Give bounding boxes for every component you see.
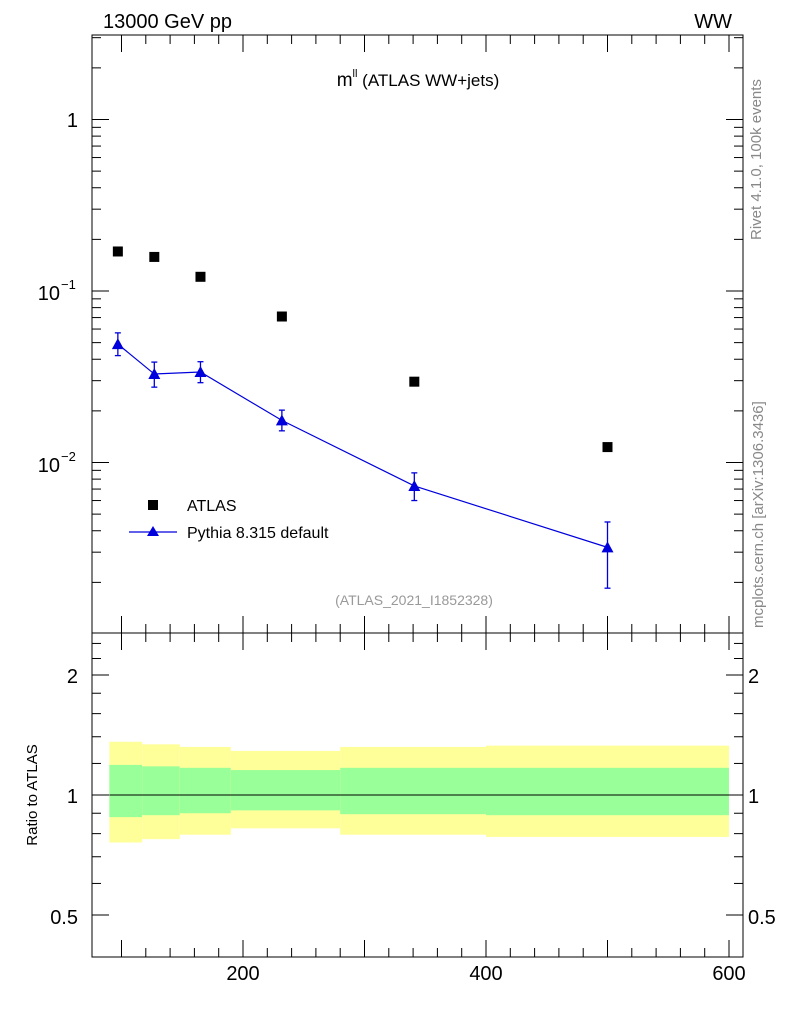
pythia-point-1: [148, 368, 161, 380]
pythia-points: [111, 338, 614, 553]
plot-title: mll (ATLAS WW+jets): [337, 68, 500, 91]
legend: ATLAS Pythia 8.315 default: [129, 498, 329, 542]
ratio-band-inner-0: [109, 764, 143, 818]
main-y-tick-labels: 1 10 −1 10 −2: [38, 110, 78, 477]
legend-atlas-label: ATLAS: [187, 498, 237, 515]
y-tick-label-0.01: 10: [38, 455, 60, 477]
ratio-tick-label-2-right: 2: [748, 666, 759, 688]
atlas-point-1: [149, 251, 160, 262]
y-tick-label-1: 1: [67, 110, 78, 132]
pythia-point-5: [601, 541, 614, 553]
x-tick-label-600: 600: [712, 963, 745, 985]
ratio-ticks: [92, 642, 743, 916]
legend-pythia-label: Pythia 8.315 default: [187, 525, 329, 542]
y-tick-label-0.1: 10: [38, 283, 60, 305]
atlas-point-2: [195, 271, 206, 282]
collision-label: 13000 GeV pp: [103, 11, 232, 33]
legend-atlas-marker: [148, 500, 158, 510]
y-tick-label-0.1-exp: −1: [61, 277, 76, 292]
ratio-tick-label-1-right: 1: [748, 786, 759, 808]
main-panel-frame: [91, 34, 744, 634]
ratio-tick-label-2-left: 2: [67, 666, 78, 688]
ratio-band-inner-4: [340, 767, 486, 815]
ratio-band-inner-1: [142, 766, 180, 816]
ratio-y-axis-label: Ratio to ATLAS: [24, 744, 41, 845]
ratio-tick-label-1-left: 1: [67, 786, 78, 808]
pythia-point-4: [408, 479, 421, 491]
ratio-uncertainty-bands: [109, 741, 729, 843]
rivet-label: Rivet 4.1.0, 100k events: [748, 79, 765, 240]
legend-pythia-marker: [147, 526, 159, 536]
atlas-point-0: [112, 246, 123, 257]
atlas-points: [112, 246, 613, 453]
pythia-point-3: [275, 414, 288, 426]
x-tick-label-400: 400: [469, 963, 502, 985]
x-ticks: [121, 35, 730, 957]
y-tick-label-0.01-exp: −2: [61, 449, 76, 464]
main-y-ticks: [92, 37, 743, 583]
x-tick-labels: 200 400 600: [226, 963, 745, 985]
ratio-tick-label-05-right: 0.5: [748, 907, 776, 929]
ratio-band-inner-5: [486, 767, 729, 816]
mcplots-label: mcplots.cern.ch [arXiv:1306.3436]: [750, 401, 767, 628]
pythia-point-2: [194, 366, 207, 378]
process-label: WW: [694, 11, 732, 33]
analysis-label: (ATLAS_2021_I1852328): [335, 592, 493, 608]
atlas-point-3: [276, 311, 287, 322]
x-tick-label-200: 200: [226, 963, 259, 985]
atlas-point-5: [602, 442, 613, 453]
pythia-line: [117, 343, 608, 548]
atlas-point-4: [409, 376, 420, 387]
pythia-point-0: [111, 338, 124, 350]
ratio-band-inner-2: [179, 767, 231, 814]
ratio-band-inner-3: [230, 770, 341, 811]
ratio-y-tick-labels: 2 1 0.5 2 1 0.5: [50, 666, 776, 929]
ratio-tick-label-05-left: 0.5: [50, 907, 78, 929]
